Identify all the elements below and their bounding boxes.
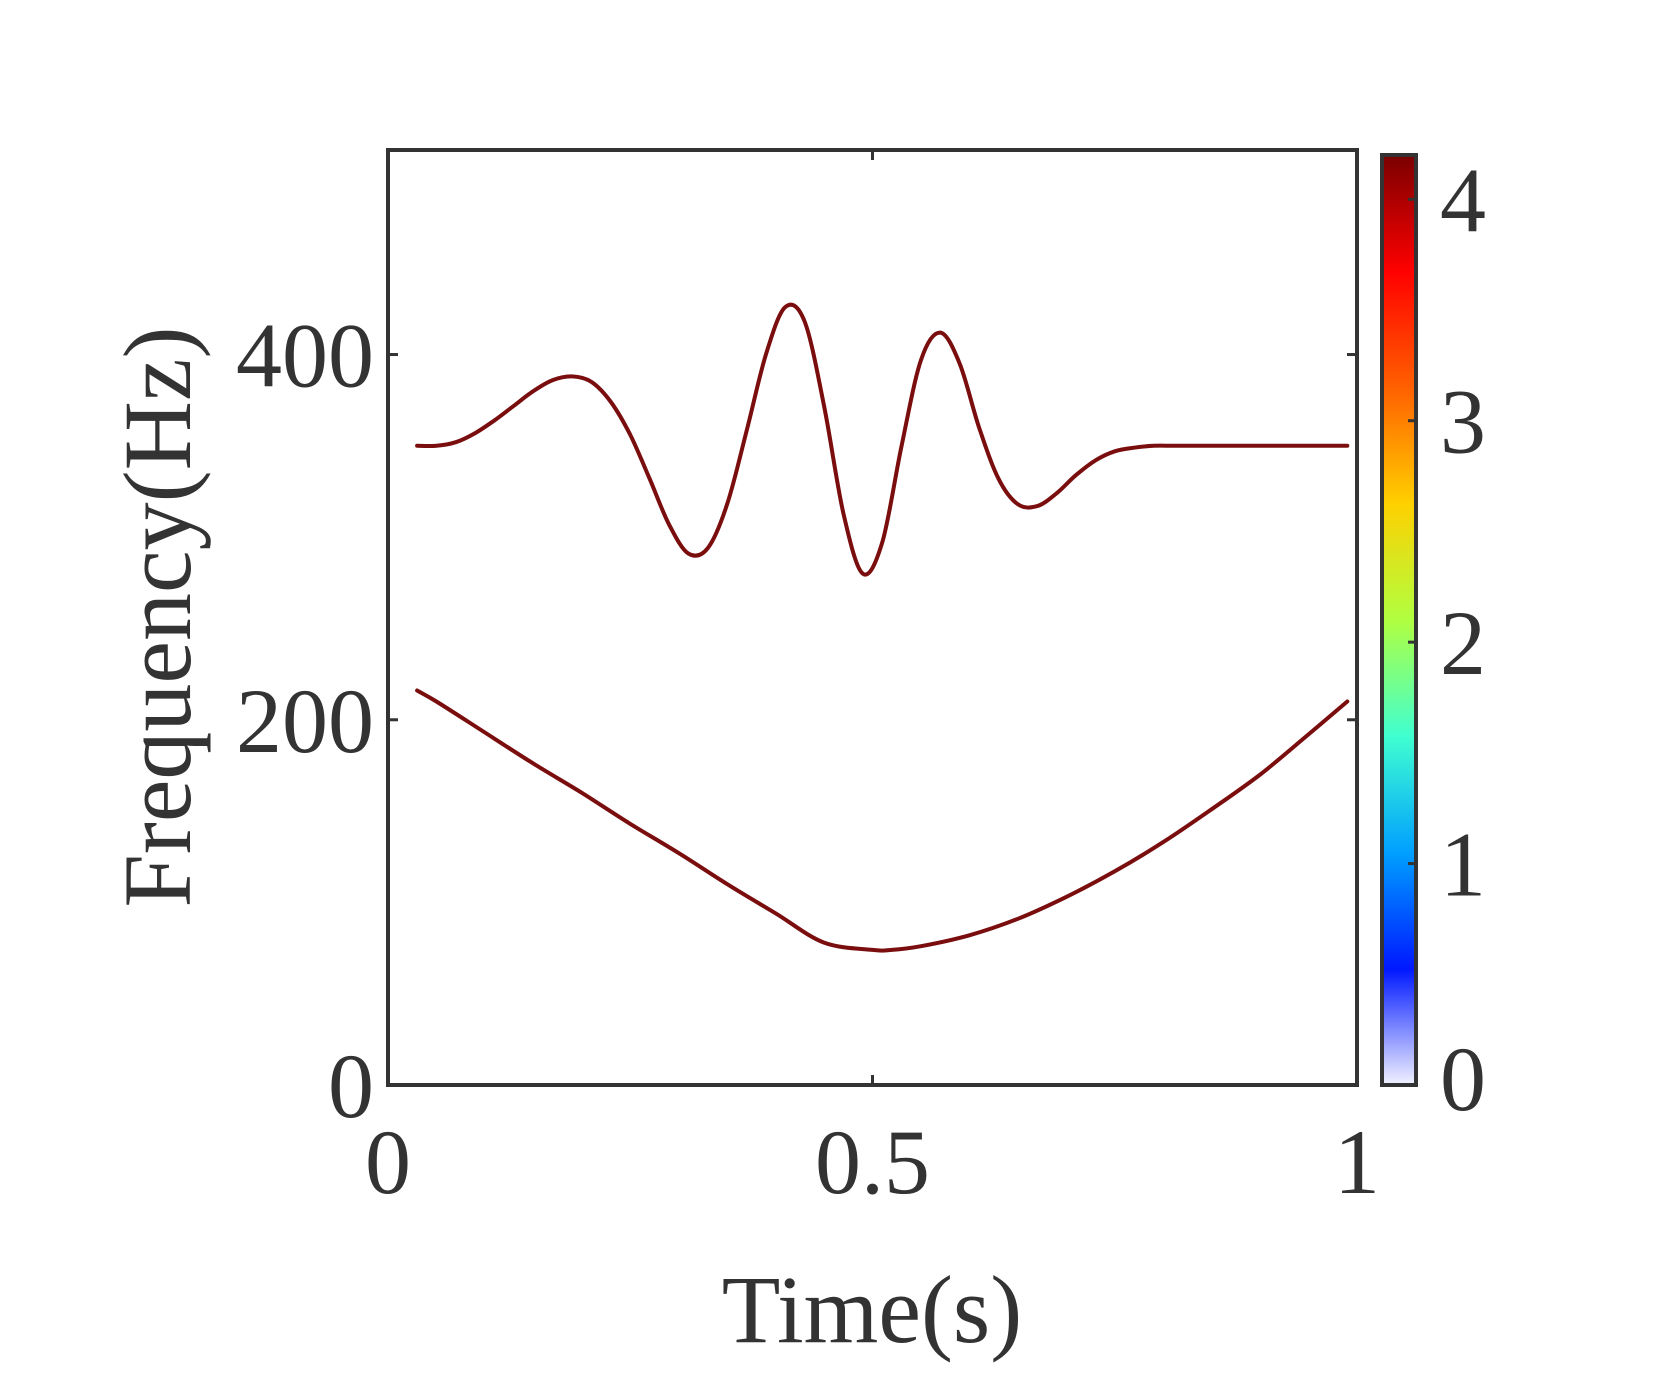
colorbar-ticks <box>1408 197 1416 1087</box>
x-tick-label-3: 1 <box>1334 1111 1380 1213</box>
plot-background <box>388 150 1357 1085</box>
colorbar-label-5: 4 <box>1440 149 1486 251</box>
y-tick-labels: 0 200 400 <box>236 305 374 1137</box>
plot-frame <box>386 148 1359 1087</box>
y-tick-label-2: 200 <box>236 670 374 772</box>
y-tick-label-3: 400 <box>236 305 374 407</box>
series-group <box>415 302 1350 953</box>
y-axis-label: Frequency(Hz) <box>104 326 211 907</box>
colorbar-labels: 0 1 2 3 4 <box>1440 149 1486 1130</box>
x-axis-label: Time(s) <box>722 1256 1023 1363</box>
colorbar-label-4: 3 <box>1440 371 1486 473</box>
x-tick-label-2: 0.5 <box>815 1111 930 1213</box>
x-tick-label-1: 0 <box>365 1111 411 1213</box>
series-line-2 <box>415 688 1350 953</box>
y-tick-label-1: 0 <box>328 1035 374 1137</box>
colorbar-label-3: 2 <box>1440 592 1486 694</box>
x-tick-labels: 0 0.5 1 <box>365 1111 1380 1213</box>
series-line-1 <box>415 302 1350 577</box>
colorbar-label-2: 1 <box>1440 814 1486 916</box>
colorbar <box>1380 153 1418 1087</box>
colorbar-label-1: 0 <box>1440 1028 1486 1130</box>
